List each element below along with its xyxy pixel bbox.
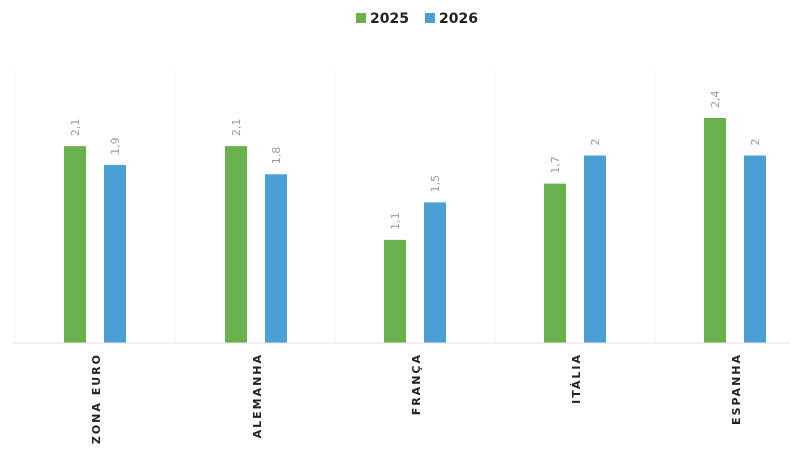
value-label-2026-1: 1,8: [270, 147, 283, 165]
bar-2025-2: [384, 239, 406, 343]
value-label-2025-4: 2,4: [709, 91, 722, 109]
category-label-4: ESPANHA: [730, 353, 743, 425]
legend-swatch-2026: [425, 13, 435, 23]
legend-label-2025: 2025: [370, 11, 409, 27]
bar-2026-3: [584, 155, 606, 343]
bar-2025-0: [64, 146, 86, 343]
value-label-2026-0: 1,9: [109, 137, 122, 155]
bar-2026-0: [104, 164, 126, 343]
value-label-2025-3: 1,7: [549, 156, 562, 174]
legend-swatch-2025: [356, 13, 366, 23]
value-labels: 2,1 1,9 2,1 1,8 1,1 1,5 1,7 2 2,4 2: [69, 91, 762, 230]
category-separators: [14, 70, 656, 343]
legend: 2025 2026: [356, 11, 478, 27]
category-label-2: FRANÇA: [410, 353, 423, 415]
legend-label-2026: 2026: [439, 11, 478, 27]
bar-2026-1: [265, 174, 287, 343]
value-label-2026-4: 2: [749, 139, 762, 146]
bar-2026-2: [424, 202, 446, 343]
bars: [64, 118, 766, 343]
value-label-2026-3: 2: [589, 139, 602, 146]
value-label-2025-2: 1,1: [389, 212, 402, 230]
category-label-1: ALEMANHA: [251, 353, 264, 438]
bar-2026-4: [744, 155, 766, 343]
bar-2025-1: [225, 146, 247, 343]
category-labels: ZONA EURO ALEMANHA FRANÇA ITÁLIA ESPANHA: [90, 353, 743, 444]
bar-2025-4: [704, 118, 726, 343]
value-label-2025-1: 2,1: [230, 119, 243, 137]
value-label-2025-0: 2,1: [69, 119, 82, 137]
value-label-2026-2: 1,5: [429, 175, 442, 193]
category-label-0: ZONA EURO: [90, 353, 103, 444]
bar-2025-3: [544, 183, 566, 343]
category-label-3: ITÁLIA: [570, 353, 583, 404]
